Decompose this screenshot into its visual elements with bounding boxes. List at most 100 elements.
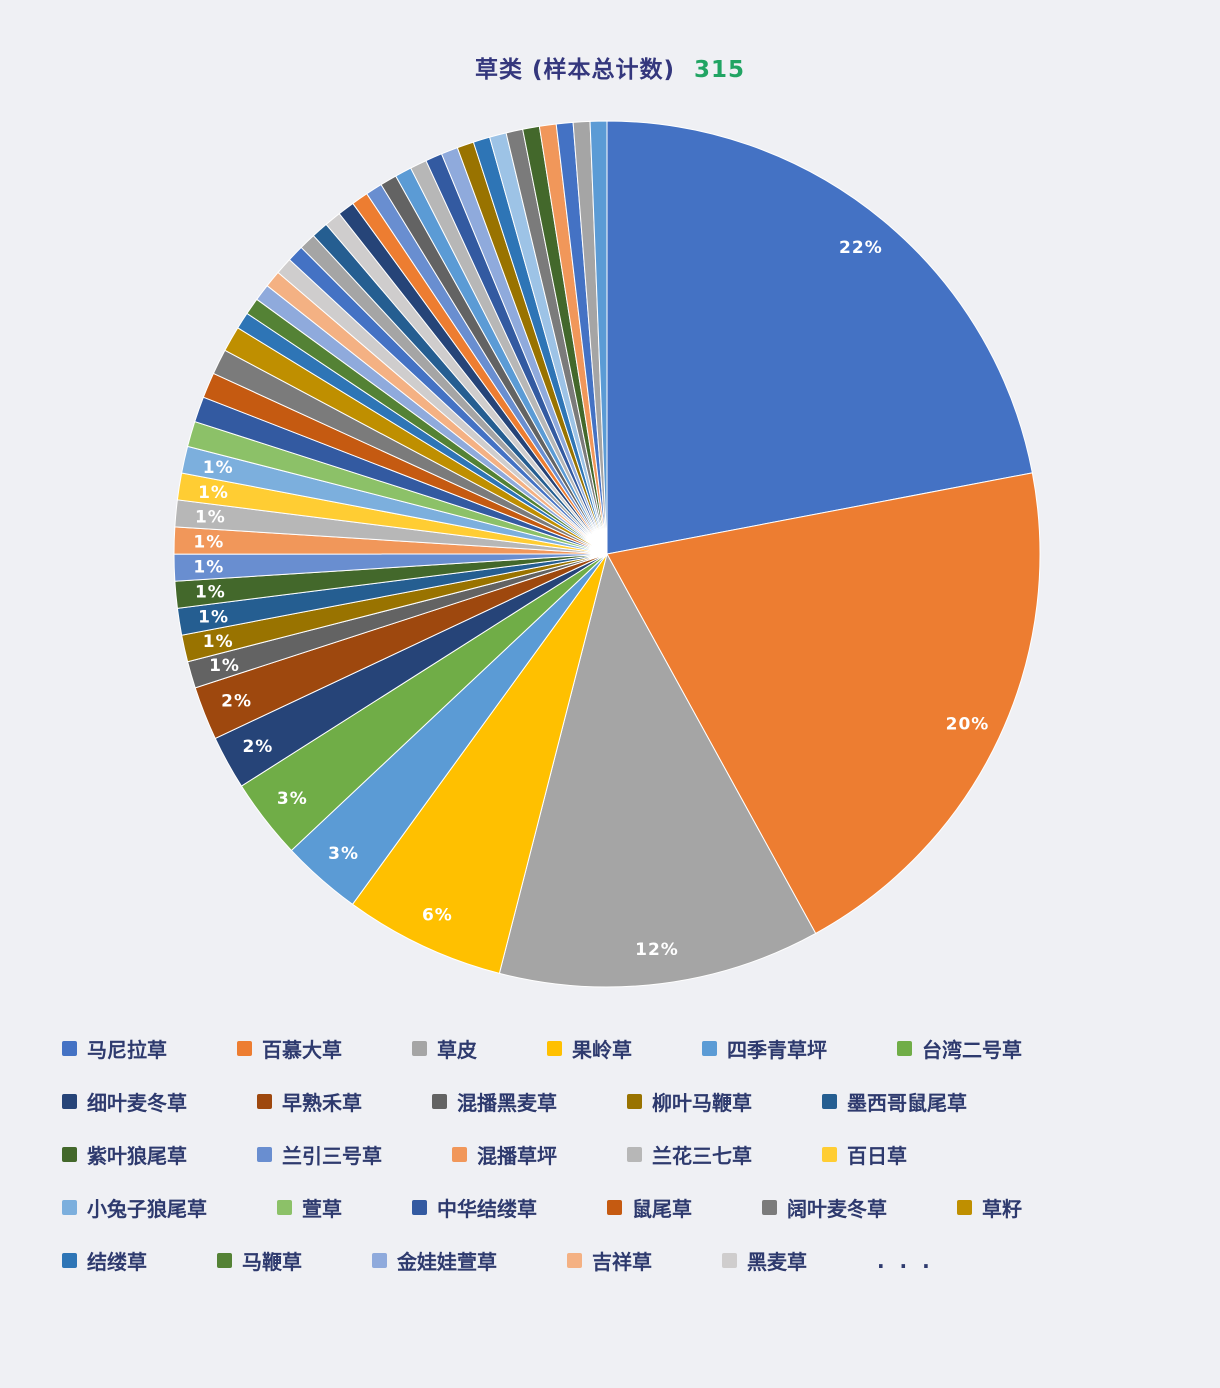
slice-percent-label: 3% [277,789,308,809]
slice-percent-label: 1% [193,533,224,553]
legend-item-草皮[interactable]: 草皮 [412,1034,477,1063]
legend-item-兰花三七草[interactable]: 兰花三七草 [627,1140,752,1169]
slice-percent-label: 1% [195,508,226,528]
legend-label: 四季青草坪 [727,1038,827,1062]
legend-label: 金娃娃萱草 [397,1250,497,1274]
legend-label: 阔叶麦冬草 [787,1197,887,1221]
slice-percent-label: 22% [839,238,883,258]
legend-label: 草皮 [437,1038,477,1062]
legend-item-金娃娃萱草[interactable]: 金娃娃萱草 [372,1246,497,1275]
slice-percent-label: 1% [209,656,240,676]
legend-swatch [217,1253,232,1268]
slice-percent-label: 1% [198,607,229,627]
legend-label: 中华结缕草 [437,1197,537,1221]
legend-label: 柳叶马鞭草 [652,1091,752,1115]
legend-item-果岭草[interactable]: 果岭草 [547,1034,632,1063]
legend-item-早熟禾草[interactable]: 早熟禾草 [257,1087,362,1116]
legend: 马尼拉草 百慕大草 草皮 果岭草 四季青草坪 台湾二号草细叶麦冬草 早熟禾草 混播黑麦草 柳叶马… [62,1022,1190,1287]
legend-swatch [62,1147,77,1162]
legend-item-小兔子狼尾草[interactable]: 小兔子狼尾草 [62,1193,207,1222]
legend-item-混播草坪[interactable]: 混播草坪 [452,1140,557,1169]
pie-slice-other-47[interactable] [589,120,608,555]
legend-label: 小兔子狼尾草 [87,1197,207,1221]
legend-label: 紫叶狼尾草 [87,1144,187,1168]
chart-title-text: 草类 (样本总计数) [474,57,675,83]
legend-label: 鼠尾草 [632,1197,692,1221]
legend-item-结缕草[interactable]: 结缕草 [62,1246,147,1275]
legend-swatch [722,1253,737,1268]
slice-percent-label: 1% [193,558,224,578]
legend-item-草籽[interactable]: 草籽 [957,1193,1022,1222]
legend-item-鼠尾草[interactable]: 鼠尾草 [607,1193,692,1222]
legend-item-吉祥草[interactable]: 吉祥草 [567,1246,652,1275]
legend-label: 百慕大草 [262,1038,342,1062]
slice-percent-label: 12% [635,940,679,960]
legend-swatch [62,1253,77,1268]
legend-item-四季青草坪[interactable]: 四季青草坪 [702,1034,827,1063]
legend-item-墨西哥鼠尾草[interactable]: 墨西哥鼠尾草 [822,1087,967,1116]
slice-percent-label: 20% [946,715,990,735]
legend-swatch [957,1200,972,1215]
legend-swatch [432,1094,447,1109]
slice-percent-label: 3% [328,844,359,864]
slice-percent-label: 6% [422,906,453,926]
pie-chart: 22% 20% 12% 6% 3% 3% 2% 2% 1% 1% 1% 1% 1% 1% 1% 1% 1% [173,120,1041,988]
legend-item-百慕大草[interactable]: 百慕大草 [237,1034,342,1063]
legend-item-中华结缕草[interactable]: 中华结缕草 [412,1193,537,1222]
legend-item-黑麦草[interactable]: 黑麦草 [722,1246,807,1275]
legend-item-混播黑麦草[interactable]: 混播黑麦草 [432,1087,557,1116]
legend-item-马尼拉草[interactable]: 马尼拉草 [62,1034,167,1063]
legend-item-兰引三号草[interactable]: 兰引三号草 [257,1140,382,1169]
legend-item-紫叶狼尾草[interactable]: 紫叶狼尾草 [62,1140,187,1169]
legend-row: 紫叶狼尾草 兰引三号草 混播草坪 兰花三七草 百日草 [62,1128,1190,1181]
slice-percent-label: 1% [195,583,226,603]
legend-label: 吉祥草 [592,1250,652,1274]
legend-item-柳叶马鞭草[interactable]: 柳叶马鞭草 [627,1087,752,1116]
legend-item-细叶麦冬草[interactable]: 细叶麦冬草 [62,1087,187,1116]
legend-swatch [897,1041,912,1056]
slice-percent-label: 1% [203,458,234,478]
slice-percent-label: 1% [198,483,229,503]
legend-swatch [762,1200,777,1215]
pie-slice-果岭草[interactable] [351,553,608,975]
legend-row: 马尼拉草 百慕大草 草皮 果岭草 四季青草坪 台湾二号草 [62,1022,1190,1075]
legend-item-百日草[interactable]: 百日草 [822,1140,907,1169]
legend-label: 结缕草 [87,1250,147,1274]
chart-title: 草类 (样本总计数) 315 [0,50,1220,84]
legend-label: 墨西哥鼠尾草 [847,1091,967,1115]
legend-item-马鞭草[interactable]: 马鞭草 [217,1246,302,1275]
slice-percent-label: 1% [203,632,234,652]
legend-row: 细叶麦冬草 早熟禾草 混播黑麦草 柳叶马鞭草 墨西哥鼠尾草 [62,1075,1190,1128]
legend-swatch [372,1253,387,1268]
legend-label: 台湾二号草 [922,1038,1022,1062]
legend-swatch [822,1094,837,1109]
legend-swatch [62,1094,77,1109]
legend-swatch [702,1041,717,1056]
legend-swatch [607,1200,622,1215]
slice-percent-label: 2% [221,692,252,712]
legend-swatch [547,1041,562,1056]
pie-slice-草皮[interactable] [498,552,817,988]
pie-slice-马尼拉草[interactable] [606,120,1033,555]
legend-item-阔叶麦冬草[interactable]: 阔叶麦冬草 [762,1193,887,1222]
legend-label: 早熟禾草 [282,1091,362,1115]
legend-swatch [237,1041,252,1056]
legend-swatch [567,1253,582,1268]
legend-more-indicator[interactable]: . . . [877,1248,934,1273]
legend-swatch [62,1200,77,1215]
legend-swatch [412,1200,427,1215]
legend-label: 细叶麦冬草 [87,1091,187,1115]
legend-label: 黑麦草 [747,1250,807,1274]
legend-item-台湾二号草[interactable]: 台湾二号草 [897,1034,1022,1063]
legend-label: 萱草 [302,1197,342,1221]
legend-label: 草籽 [982,1197,1022,1221]
legend-item-萱草[interactable]: 萱草 [277,1193,342,1222]
legend-swatch [627,1094,642,1109]
legend-swatch [62,1041,77,1056]
legend-label: 马尼拉草 [87,1038,167,1062]
legend-label: 百日草 [847,1144,907,1168]
legend-swatch [277,1200,292,1215]
legend-label: 马鞭草 [242,1250,302,1274]
pie-slice-百慕大草[interactable] [606,472,1041,935]
